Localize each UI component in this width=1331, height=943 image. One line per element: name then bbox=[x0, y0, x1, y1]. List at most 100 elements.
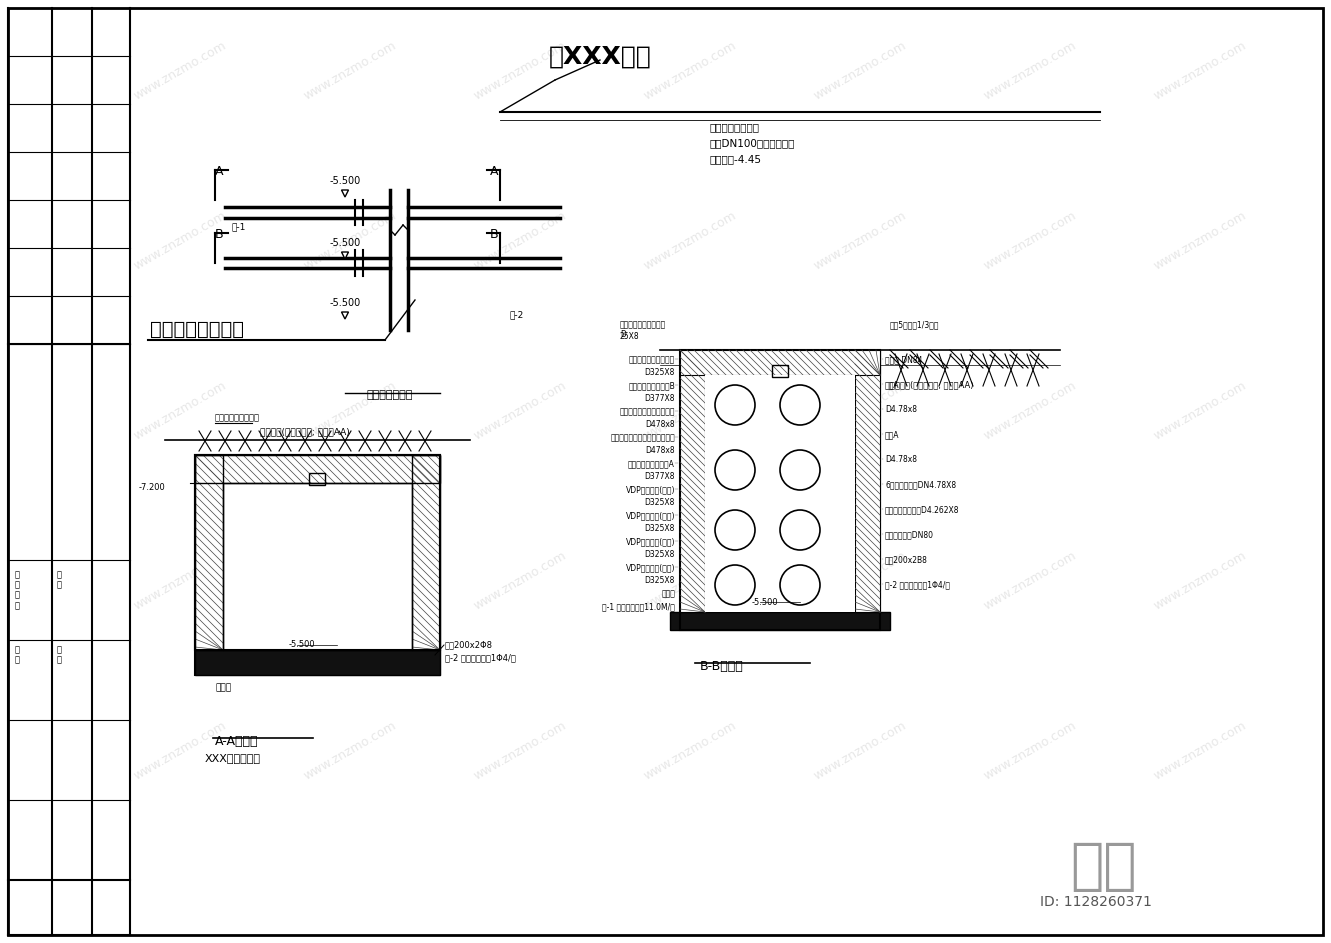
Text: 审
核: 审 核 bbox=[57, 570, 63, 589]
Polygon shape bbox=[342, 190, 349, 197]
Text: 接现有穿铁路管廊: 接现有穿铁路管廊 bbox=[150, 320, 244, 339]
Text: VDP生水输出(进管): VDP生水输出(进管) bbox=[626, 485, 675, 494]
Text: www.znzmo.com: www.znzmo.com bbox=[981, 550, 1078, 613]
Text: D325X8: D325X8 bbox=[644, 498, 675, 507]
Bar bbox=[309, 473, 325, 485]
Text: www.znzmo.com: www.znzmo.com bbox=[132, 720, 229, 783]
Text: -7.200: -7.200 bbox=[138, 483, 165, 492]
Text: D377X8: D377X8 bbox=[644, 394, 675, 403]
Text: www.znzmo.com: www.znzmo.com bbox=[471, 720, 568, 783]
Text: 桩-2: 桩-2 bbox=[510, 310, 524, 319]
Text: 室外地坪(局部过火车; 有截见AA): 室外地坪(局部过火车; 有截见AA) bbox=[260, 427, 350, 436]
Text: 粗丝绳: 粗丝绳 bbox=[216, 683, 232, 692]
Text: www.znzmo.com: www.znzmo.com bbox=[812, 40, 909, 103]
Text: 接XXX管廊: 接XXX管廊 bbox=[548, 45, 651, 69]
Text: www.znzmo.com: www.znzmo.com bbox=[812, 720, 909, 783]
Text: www.znzmo.com: www.znzmo.com bbox=[132, 209, 229, 273]
Bar bbox=[669, 612, 890, 630]
Text: www.znzmo.com: www.znzmo.com bbox=[1151, 40, 1248, 103]
Bar bbox=[772, 365, 788, 377]
Text: www.znzmo.com: www.znzmo.com bbox=[132, 379, 229, 443]
Text: 6根钢绞线排放DN4.78X8: 6根钢绞线排放DN4.78X8 bbox=[885, 480, 956, 489]
Text: 浮箱排放连水管道D4.262X8: 浮箱排放连水管道D4.262X8 bbox=[885, 505, 960, 514]
Polygon shape bbox=[342, 252, 349, 259]
Text: www.znzmo.com: www.znzmo.com bbox=[812, 550, 909, 613]
Text: 粗丝绳: 粗丝绳 bbox=[662, 589, 675, 598]
Text: www.znzmo.com: www.znzmo.com bbox=[1151, 379, 1248, 443]
Text: A: A bbox=[216, 165, 224, 178]
Text: 室外地坪(局部过火车, 板截见AA): 室外地坪(局部过火车, 板截见AA) bbox=[890, 380, 973, 389]
Text: www.znzmo.com: www.znzmo.com bbox=[301, 720, 398, 783]
Text: 套筒A: 套筒A bbox=[885, 430, 900, 439]
Text: 管廊平面布置图: 管廊平面布置图 bbox=[367, 390, 413, 400]
Text: VDP生水输出(进管): VDP生水输出(进管) bbox=[626, 537, 675, 546]
Text: -5.500: -5.500 bbox=[289, 640, 315, 649]
Text: B-B剖面图: B-B剖面图 bbox=[700, 660, 744, 673]
Text: www.znzmo.com: www.znzmo.com bbox=[642, 379, 739, 443]
Bar bbox=[680, 350, 880, 630]
Bar bbox=[196, 650, 441, 675]
Text: 校
核: 校 核 bbox=[57, 645, 63, 665]
Text: 中心标高-4.45: 中心标高-4.45 bbox=[709, 154, 763, 164]
Text: D4.78x8: D4.78x8 bbox=[885, 405, 917, 414]
Text: B: B bbox=[216, 228, 224, 241]
Text: D478x8: D478x8 bbox=[646, 446, 675, 455]
Bar bbox=[196, 455, 441, 650]
Text: D325X8: D325X8 bbox=[644, 368, 675, 377]
Text: www.znzmo.com: www.znzmo.com bbox=[981, 40, 1078, 103]
Text: www.znzmo.com: www.znzmo.com bbox=[642, 550, 739, 613]
Text: www.znzmo.com: www.znzmo.com bbox=[132, 550, 229, 613]
Text: ID: 1128260371: ID: 1128260371 bbox=[1040, 895, 1151, 909]
Text: www.znzmo.com: www.znzmo.com bbox=[981, 720, 1078, 783]
Text: XXX管廊剖面图: XXX管廊剖面图 bbox=[205, 753, 261, 763]
Bar bbox=[196, 455, 224, 650]
Text: 二合钢保温外缠胶带A: 二合钢保温外缠胶带A bbox=[628, 459, 675, 468]
Bar bbox=[413, 455, 441, 650]
Text: www.znzmo.com: www.znzmo.com bbox=[1151, 209, 1248, 273]
Text: 预留孔 DN84: 预留孔 DN84 bbox=[885, 355, 922, 364]
Text: 给排水管道防水外裹防腐层套管: 给排水管道防水外裹防腐层套管 bbox=[610, 433, 675, 442]
Text: 给排水管道内衬防腐层套管: 给排水管道内衬防腐层套管 bbox=[619, 407, 675, 416]
Text: www.znzmo.com: www.znzmo.com bbox=[1151, 720, 1248, 783]
Text: 注-2 桩头允许偏差1Φ4/个: 注-2 桩头允许偏差1Φ4/个 bbox=[885, 580, 950, 589]
Text: www.znzmo.com: www.znzmo.com bbox=[471, 40, 568, 103]
Text: D325X8: D325X8 bbox=[644, 576, 675, 585]
Text: www.znzmo.com: www.znzmo.com bbox=[642, 209, 739, 273]
Text: 预埋DN100刚性防水套管: 预埋DN100刚性防水套管 bbox=[709, 138, 796, 148]
Text: 钢制5点封闭1/3始端: 钢制5点封闭1/3始端 bbox=[890, 320, 940, 329]
Polygon shape bbox=[342, 312, 349, 319]
Text: 25X8: 25X8 bbox=[620, 332, 640, 341]
Text: B: B bbox=[490, 228, 499, 241]
Text: www.znzmo.com: www.znzmo.com bbox=[301, 379, 398, 443]
Bar bbox=[224, 483, 413, 650]
Bar bbox=[680, 350, 880, 375]
Text: -5.500: -5.500 bbox=[752, 598, 779, 607]
Text: 二合钢保温外缠胶带B: 二合钢保温外缠胶带B bbox=[628, 381, 675, 390]
Text: A: A bbox=[490, 165, 499, 178]
Text: 套筒A: 套筒A bbox=[885, 380, 900, 389]
Bar bbox=[196, 455, 441, 675]
Text: -5.500: -5.500 bbox=[329, 298, 361, 308]
Text: www.znzmo.com: www.znzmo.com bbox=[301, 40, 398, 103]
Text: D4.78x8: D4.78x8 bbox=[885, 455, 917, 464]
Text: www.znzmo.com: www.znzmo.com bbox=[301, 550, 398, 613]
Text: 注-1 桩头允许偏差11.0M/个: 注-1 桩头允许偏差11.0M/个 bbox=[602, 602, 675, 611]
Text: 堵头200x2Φ8: 堵头200x2Φ8 bbox=[445, 640, 492, 649]
Bar bbox=[196, 455, 441, 483]
Text: www.znzmo.com: www.znzmo.com bbox=[812, 209, 909, 273]
Text: www.znzmo.com: www.znzmo.com bbox=[1151, 550, 1248, 613]
Text: VDP生水输出(出管): VDP生水输出(出管) bbox=[626, 563, 675, 572]
Text: www.znzmo.com: www.znzmo.com bbox=[642, 40, 739, 103]
Text: www.znzmo.com: www.znzmo.com bbox=[471, 379, 568, 443]
Bar bbox=[855, 350, 880, 612]
Text: www.znzmo.com: www.znzmo.com bbox=[132, 40, 229, 103]
Text: 厂房排水管道连通套管
D: 厂房排水管道连通套管 D bbox=[620, 320, 667, 339]
Text: www.znzmo.com: www.znzmo.com bbox=[981, 209, 1078, 273]
Bar bbox=[705, 375, 855, 612]
Text: A-A剖面图: A-A剖面图 bbox=[216, 735, 258, 748]
Text: 桩-1: 桩-1 bbox=[232, 222, 246, 231]
Text: -5.500: -5.500 bbox=[329, 238, 361, 248]
Text: D325X8: D325X8 bbox=[644, 550, 675, 559]
Text: www.znzmo.com: www.znzmo.com bbox=[642, 720, 739, 783]
Text: 堵头200x2B8: 堵头200x2B8 bbox=[885, 555, 928, 564]
